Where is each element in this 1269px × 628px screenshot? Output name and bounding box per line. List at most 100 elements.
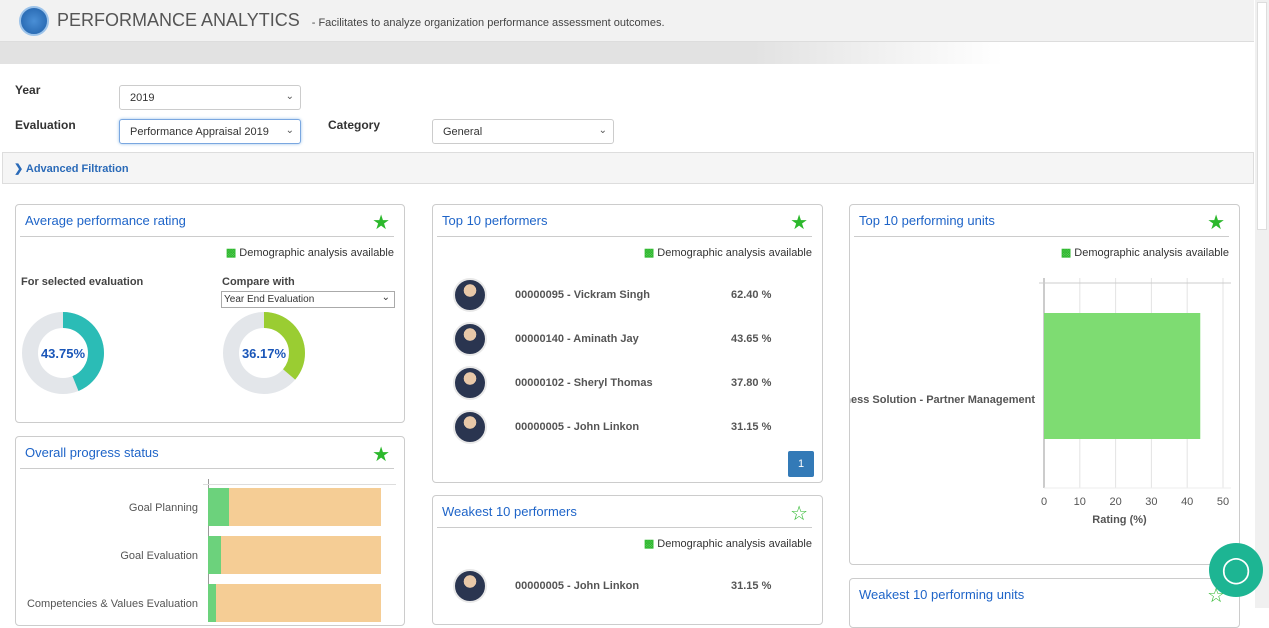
top-units-card: Top 10 performing units ★ ▩ Demographic a…: [849, 204, 1240, 565]
selected-donut-arc: [22, 312, 104, 394]
x-tick-label: 50: [1217, 496, 1229, 508]
performer-pct: 37.80 %: [731, 377, 772, 389]
scrollbar-thumb[interactable]: [1257, 2, 1267, 230]
x-tick-label: 20: [1109, 496, 1121, 508]
star-icon[interactable]: ★: [372, 212, 390, 234]
bar-chart-icon: ▩: [643, 247, 655, 259]
x-tick-label: 10: [1074, 496, 1086, 508]
top-performers-card: Top 10 performers ★ ▩ Demographic analysi…: [432, 204, 823, 483]
performer-pct: 31.15 %: [731, 580, 772, 592]
weakest-performers-card: Weakest 10 performers ☆ ▩ Demographic ana…: [432, 495, 823, 625]
divider: [20, 236, 394, 237]
performer-name: 00000102 - Sheryl Thomas: [515, 377, 653, 389]
x-tick-label: 40: [1181, 496, 1193, 508]
category-label: Category: [328, 118, 381, 132]
x-tick-label: 0: [1041, 496, 1047, 508]
evaluation-value: Performance Appraisal 2019: [130, 126, 269, 138]
progress-pending-bar: [208, 488, 381, 526]
divider: [437, 527, 812, 528]
unit-bar[interactable]: [1044, 313, 1201, 439]
progress-category-label: Goal Planning: [128, 502, 198, 514]
star-icon[interactable]: ★: [1207, 212, 1225, 234]
year-value: 2019: [130, 92, 155, 104]
bar-chart-icon: ▩: [643, 538, 655, 550]
avatar: [453, 410, 487, 444]
average-rating-card: Average performance rating ★ ▩ Demographi…: [15, 204, 405, 423]
card-title[interactable]: Top 10 performing units: [859, 213, 995, 228]
selected-donut: 43.75%: [22, 312, 104, 394]
chevron-down-icon: ⌄: [598, 125, 607, 136]
progress-completed-bar: [208, 584, 216, 622]
advanced-filtration-label: Advanced Filtration: [25, 163, 129, 175]
compare-label: Compare with: [222, 276, 295, 288]
avatar: [453, 278, 487, 312]
bar-chart-icon: ▩: [1060, 247, 1072, 259]
demo-text: Demographic analysis available: [657, 538, 812, 550]
compare-select[interactable]: Year End Evaluation ⌄: [221, 291, 395, 308]
compare-pct: 36.17%: [242, 346, 287, 361]
avatar: [453, 366, 487, 400]
card-title[interactable]: Weakest 10 performers: [442, 504, 577, 519]
selected-label: For selected evaluation: [21, 276, 144, 288]
performer-name: 00000140 - Aminath Jay: [515, 333, 639, 345]
progress-completed-bar: [208, 536, 221, 574]
progress-completed-bar: [208, 488, 229, 526]
page-1-button[interactable]: 1: [788, 451, 814, 477]
progress-category-label: Goal Evaluation: [120, 550, 198, 562]
evaluation-label: Evaluation: [15, 118, 76, 132]
chat-bubble-icon: ◯: [1221, 554, 1251, 584]
card-title[interactable]: Weakest 10 performing units: [859, 587, 1025, 602]
advanced-filtration-toggle[interactable]: ❯ Advanced Filtration: [2, 152, 1254, 184]
chevron-right-icon: ❯: [14, 163, 26, 175]
x-tick-label: 30: [1145, 496, 1157, 508]
year-label: Year: [15, 83, 41, 97]
star-icon[interactable]: ★: [790, 212, 808, 234]
performer-row[interactable]: 00000102 - Sheryl Thomas 37.80 %: [453, 365, 793, 401]
chevron-down-icon: ⌄: [381, 292, 390, 303]
star-outline-icon[interactable]: ☆: [790, 503, 808, 525]
compare-donut: 36.17%: [223, 312, 305, 394]
card-title[interactable]: Average performance rating: [25, 213, 186, 228]
demographic-link[interactable]: ▩ Demographic analysis available: [644, 246, 812, 259]
performer-pct: 31.15 %: [731, 421, 772, 433]
y-category-label: ness Solution - Partner Management: [850, 394, 1035, 406]
performer-name: 00000005 - John Linkon: [515, 421, 640, 433]
category-select[interactable]: General ⌄: [432, 119, 614, 144]
demo-text: Demographic analysis available: [1074, 247, 1229, 259]
progress-card: Overall progress status ★ Goal Planning …: [15, 436, 405, 626]
chat-button[interactable]: ◯: [1209, 543, 1263, 597]
progress-category-label: Competencies & Values Evaluation: [26, 598, 198, 610]
performer-pct: 62.40 %: [731, 289, 772, 301]
bar-chart-icon: ▩: [225, 247, 237, 259]
progress-pending-bar: [208, 536, 381, 574]
star-icon[interactable]: ★: [372, 444, 390, 466]
demo-text: Demographic analysis available: [239, 247, 394, 259]
performer-row[interactable]: 00000095 - Vickram Singh 62.40 %: [453, 277, 793, 313]
avatar: [453, 322, 487, 356]
divider: [854, 236, 1229, 237]
performer-row[interactable]: 00000005 - John Linkon 31.15 %: [453, 568, 793, 604]
vertical-scrollbar[interactable]: [1255, 0, 1269, 608]
demographic-link[interactable]: ▩ Demographic analysis available: [644, 537, 812, 550]
chevron-down-icon: ⌄: [285, 91, 294, 102]
demographic-link[interactable]: ▩ Demographic analysis available: [226, 246, 394, 259]
banner: [0, 42, 1254, 64]
x-axis-label: Rating (%): [1092, 514, 1147, 526]
progress-pending-bar: [208, 584, 381, 622]
performer-row[interactable]: 00000005 - John Linkon 31.15 %: [453, 409, 793, 445]
compare-value: Year End Evaluation: [224, 294, 315, 305]
performer-row[interactable]: 00000140 - Aminath Jay 43.65 %: [453, 321, 793, 357]
category-value: General: [443, 126, 483, 138]
chevron-down-icon: ⌄: [285, 125, 294, 136]
evaluation-select[interactable]: Performance Appraisal 2019 ⌄: [119, 119, 301, 144]
card-title[interactable]: Overall progress status: [25, 445, 159, 460]
page-title: PERFORMANCE ANALYTICS: [57, 10, 300, 30]
card-title[interactable]: Top 10 performers: [442, 213, 548, 228]
demographic-link[interactable]: ▩ Demographic analysis available: [1061, 246, 1229, 259]
divider: [20, 468, 394, 469]
year-select[interactable]: 2019 ⌄: [119, 85, 301, 110]
header: PERFORMANCE ANALYTICS - Facilitates to a…: [0, 0, 1254, 42]
selected-pct: 43.75%: [41, 346, 86, 361]
divider: [437, 236, 812, 237]
top-units-chart: 0 10 20 30 40 50 ness Solution - Partner Manag…: [850, 278, 1231, 526]
